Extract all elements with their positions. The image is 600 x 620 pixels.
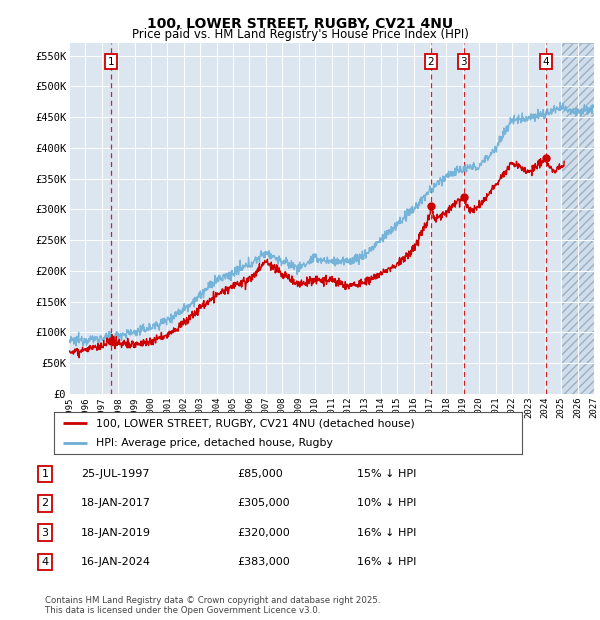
Text: 18-JAN-2017: 18-JAN-2017 [81, 498, 151, 508]
Text: £320,000: £320,000 [237, 528, 290, 538]
Text: 3: 3 [460, 57, 467, 67]
Text: 4: 4 [542, 57, 549, 67]
Text: HPI: Average price, detached house, Rugby: HPI: Average price, detached house, Rugb… [96, 438, 333, 448]
Text: £85,000: £85,000 [237, 469, 283, 479]
Text: £305,000: £305,000 [237, 498, 290, 508]
Text: 3: 3 [41, 528, 49, 538]
Text: 16-JAN-2024: 16-JAN-2024 [81, 557, 151, 567]
Text: 15% ↓ HPI: 15% ↓ HPI [357, 469, 416, 479]
Text: 16% ↓ HPI: 16% ↓ HPI [357, 557, 416, 567]
Text: Price paid vs. HM Land Registry's House Price Index (HPI): Price paid vs. HM Land Registry's House … [131, 28, 469, 40]
Text: 4: 4 [41, 557, 49, 567]
Text: 1: 1 [107, 57, 115, 67]
Bar [561, 43, 594, 394]
Text: 25-JUL-1997: 25-JUL-1997 [81, 469, 149, 479]
Text: 2: 2 [427, 57, 434, 67]
Bar [561, 43, 594, 394]
Text: 18-JAN-2019: 18-JAN-2019 [81, 528, 151, 538]
Text: 1: 1 [41, 469, 49, 479]
Text: 16% ↓ HPI: 16% ↓ HPI [357, 528, 416, 538]
Text: 100, LOWER STREET, RUGBY, CV21 4NU: 100, LOWER STREET, RUGBY, CV21 4NU [147, 17, 453, 30]
Text: 10% ↓ HPI: 10% ↓ HPI [357, 498, 416, 508]
Text: Contains HM Land Registry data © Crown copyright and database right 2025.
This d: Contains HM Land Registry data © Crown c… [45, 596, 380, 615]
Text: 2: 2 [41, 498, 49, 508]
Text: £383,000: £383,000 [237, 557, 290, 567]
Text: 100, LOWER STREET, RUGBY, CV21 4NU (detached house): 100, LOWER STREET, RUGBY, CV21 4NU (deta… [96, 418, 415, 428]
